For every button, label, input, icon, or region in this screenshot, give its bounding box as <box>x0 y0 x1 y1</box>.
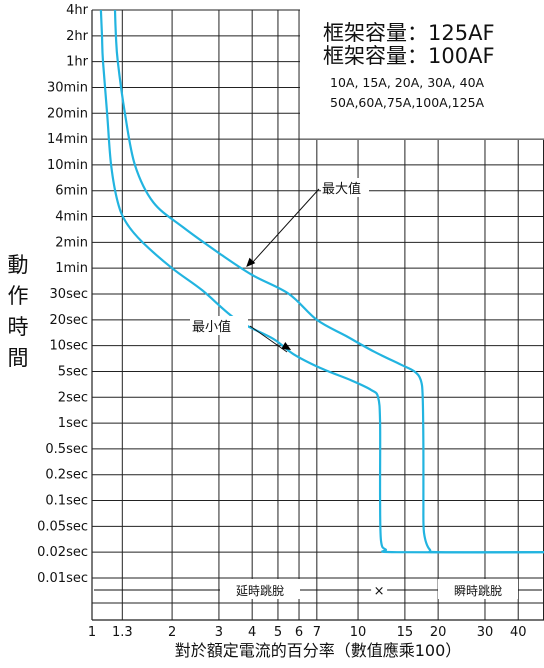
x-tick-label: 3 <box>215 625 223 640</box>
x-tick-label: 1.3 <box>112 625 133 640</box>
y-tick-label: 6min <box>55 184 88 199</box>
x-tick-label: 1 <box>88 625 96 640</box>
instant-zone-label: 瞬時跳脫 <box>454 583 502 598</box>
y-tick-label: 2hr <box>66 29 89 44</box>
y-tick-label: 5sec <box>58 364 88 379</box>
y-tick-label: 30min <box>47 80 88 95</box>
axis-labels: 4hr 2hr 1hr 30min 20min 14min 10min 6min 4min 2mi… <box>37 3 526 640</box>
y-tick-label: 20min <box>47 106 88 121</box>
frame-capacity-100: 框架容量：100AF <box>323 44 495 68</box>
x-tick-label: 6 <box>295 625 303 640</box>
x-tick-label: 30 <box>477 625 494 640</box>
max-label-bg <box>321 178 369 197</box>
max-curve <box>113 9 544 554</box>
y-tick-label: 4min <box>55 210 88 225</box>
trip-zones: 延時跳脫 瞬時跳脫 × <box>94 579 542 599</box>
min-label-bg <box>190 316 248 335</box>
y-tick-label: 0.2sec <box>45 468 88 483</box>
y-tick-label: 0.05sec <box>37 519 88 534</box>
delay-label-bg <box>220 579 300 599</box>
x-tick-label: 2 <box>168 625 176 640</box>
boundary-marker: × <box>374 584 385 599</box>
ratings-line-1: 10A, 15A, 20A, 30A, 40A <box>330 75 485 90</box>
y-tick-label: 10min <box>47 158 88 173</box>
curves <box>99 9 544 554</box>
y-tick-label: 30sec <box>50 287 88 302</box>
x-tick-label: 10 <box>350 625 367 640</box>
max-annotation-arrow <box>246 257 256 267</box>
y-tick-label: 0.02sec <box>37 545 88 560</box>
marker-bg <box>372 582 387 598</box>
min-annotation-label: 最小值 <box>192 319 231 335</box>
delay-zone-label: 延時跳脫 <box>236 583 284 598</box>
ratings-line-2: 50A,60A,75A,100A,125A <box>330 95 485 110</box>
y-tick-label: 1sec <box>58 416 88 431</box>
min-annotation-arrow <box>281 342 292 350</box>
min-annotation-leader <box>249 325 288 353</box>
max-annotation-leader <box>249 188 320 266</box>
y-axis-title-char: 時 <box>8 315 29 339</box>
x-tick-label: 20 <box>430 625 447 640</box>
y-axis-title-char: 動 <box>8 253 29 277</box>
x-tick-label: 40 <box>510 625 527 640</box>
x-axis-title: 對於額定電流的百分率（數值應乘100） <box>175 641 462 660</box>
x-tick-label: 5 <box>274 625 282 640</box>
y-tick-label: 0.1sec <box>45 494 88 509</box>
y-tick-label: 0.5sec <box>45 442 88 457</box>
x-tick-label: 15 <box>397 625 414 640</box>
y-tick-label: 0.01sec <box>37 571 88 586</box>
y-tick-label: 1hr <box>66 55 89 70</box>
y-tick-label: 1min <box>55 261 88 276</box>
y-tick-label: 4hr <box>66 3 89 18</box>
y-tick-label: 2sec <box>58 390 88 405</box>
frame-capacity-125: 框架容量：125AF <box>323 21 495 45</box>
min-curve <box>99 9 544 554</box>
y-tick-label: 14min <box>47 132 88 147</box>
y-tick-label: 10sec <box>50 339 88 354</box>
y-axis-title-char: 間 <box>8 346 29 370</box>
x-tick-label: 7 <box>313 625 321 640</box>
y-tick-label: 20sec <box>50 313 88 328</box>
x-tick-label: 4 <box>248 625 256 640</box>
y-tick-label: 2min <box>55 235 88 250</box>
y-axis-title-char: 作 <box>8 284 29 308</box>
instant-label-bg <box>438 579 518 599</box>
max-annotation-label: 最大值 <box>322 181 361 197</box>
